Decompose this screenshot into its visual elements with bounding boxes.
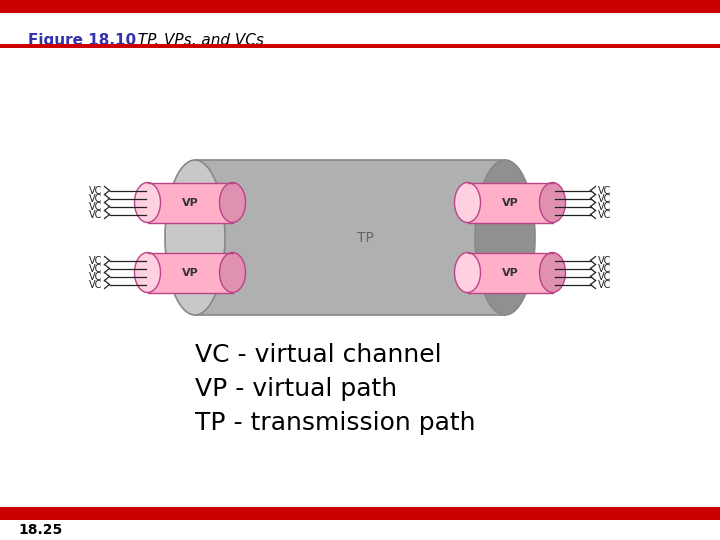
Text: TP: TP xyxy=(356,231,374,245)
Ellipse shape xyxy=(135,183,161,222)
Text: VP: VP xyxy=(502,198,518,207)
Ellipse shape xyxy=(454,253,480,293)
Ellipse shape xyxy=(454,183,480,222)
Text: VC: VC xyxy=(598,264,611,273)
Ellipse shape xyxy=(165,160,225,315)
Text: VP: VP xyxy=(502,267,518,278)
Text: VC: VC xyxy=(598,186,611,195)
Bar xyxy=(0,0,720,13)
Bar xyxy=(0,507,720,520)
Bar xyxy=(0,44,720,48)
Ellipse shape xyxy=(539,253,565,293)
Bar xyxy=(467,253,552,293)
Text: TP - transmission path: TP - transmission path xyxy=(195,411,475,435)
Ellipse shape xyxy=(220,253,246,293)
Bar xyxy=(195,160,505,315)
Text: VC: VC xyxy=(89,272,102,281)
Text: VC: VC xyxy=(89,193,102,204)
Text: VC - virtual channel: VC - virtual channel xyxy=(195,343,441,367)
Ellipse shape xyxy=(539,183,565,222)
Text: VP - virtual path: VP - virtual path xyxy=(195,377,397,401)
Text: Figure 18.10: Figure 18.10 xyxy=(28,33,136,48)
Text: VC: VC xyxy=(89,201,102,212)
Text: VC: VC xyxy=(89,186,102,195)
Text: VC: VC xyxy=(598,272,611,281)
Text: VC: VC xyxy=(89,210,102,219)
Text: VC: VC xyxy=(89,264,102,273)
Text: VC: VC xyxy=(598,210,611,219)
Bar xyxy=(148,183,233,222)
Bar xyxy=(467,183,552,222)
Text: VC: VC xyxy=(598,280,611,289)
Bar xyxy=(148,253,233,293)
Text: VC: VC xyxy=(598,193,611,204)
Text: VC: VC xyxy=(89,280,102,289)
Text: VC: VC xyxy=(598,201,611,212)
Text: VP: VP xyxy=(181,267,199,278)
Ellipse shape xyxy=(220,183,246,222)
Text: VC: VC xyxy=(598,255,611,266)
Text: VP: VP xyxy=(181,198,199,207)
Text: TP, VPs, and VCs: TP, VPs, and VCs xyxy=(128,33,264,48)
Ellipse shape xyxy=(135,253,161,293)
Text: VC: VC xyxy=(89,255,102,266)
Ellipse shape xyxy=(475,160,535,315)
Text: 18.25: 18.25 xyxy=(18,523,62,537)
